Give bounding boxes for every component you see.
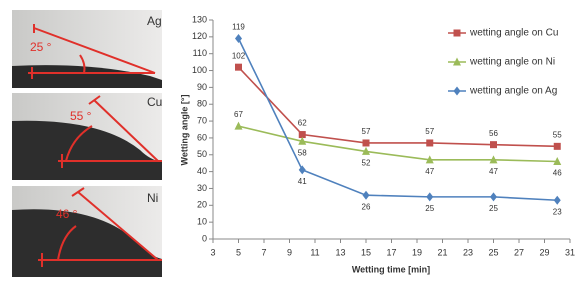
x-tick-label: 3 xyxy=(210,247,215,257)
series-line xyxy=(237,66,558,148)
x-axis-title: Wetting time [min] xyxy=(352,264,430,274)
y-tick-label: 120 xyxy=(192,31,207,41)
legend-label: wetting angle on Ag xyxy=(469,86,557,97)
marker xyxy=(234,121,243,130)
data-label: 119 xyxy=(232,23,245,32)
data-label: 57 xyxy=(425,127,434,136)
x-tick-label: 29 xyxy=(539,247,549,257)
y-tick-label: 0 xyxy=(202,233,207,243)
data-label: 52 xyxy=(362,159,371,168)
marker xyxy=(553,142,561,150)
marker xyxy=(425,155,434,164)
data-label: 47 xyxy=(489,167,498,176)
y-tick-label: 80 xyxy=(197,99,207,109)
x-tick-label: 27 xyxy=(514,247,524,257)
photo-label: Ni xyxy=(147,191,158,205)
y-tick-label: 10 xyxy=(197,217,207,227)
marker xyxy=(489,155,498,164)
photo-label: Ag xyxy=(147,14,162,28)
series-line xyxy=(238,125,558,163)
x-tick-label: 13 xyxy=(335,247,345,257)
marker xyxy=(298,165,306,175)
marker xyxy=(362,190,370,200)
x-tick-label: 19 xyxy=(412,247,422,257)
x-tick-label: 21 xyxy=(437,247,447,257)
x-tick-label: 25 xyxy=(488,247,498,257)
y-tick-label: 20 xyxy=(197,200,207,210)
y-tick-label: 100 xyxy=(192,65,207,75)
data-label: 67 xyxy=(234,110,243,119)
data-label: 26 xyxy=(362,202,371,211)
data-label: 57 xyxy=(362,127,371,136)
marker xyxy=(298,131,306,139)
y-tick-label: 40 xyxy=(197,166,207,176)
marker xyxy=(453,86,461,96)
angle-label: 46 ° xyxy=(56,207,78,221)
marker xyxy=(490,192,497,202)
photo-ag: Ag 25 ° xyxy=(12,10,162,88)
data-label: 25 xyxy=(425,204,434,213)
photo-ni: Ni 46 ° xyxy=(12,186,162,277)
data-label: 58 xyxy=(298,148,307,157)
angle-label: 25 ° xyxy=(30,40,52,54)
y-tick-label: 30 xyxy=(197,183,207,193)
x-tick-label: 31 xyxy=(565,247,575,257)
series-line xyxy=(237,38,558,202)
y-tick-label: 110 xyxy=(193,48,207,58)
photo-cu: Cu 55 ° xyxy=(12,93,162,180)
angle-label: 55 ° xyxy=(70,109,92,123)
data-label: 56 xyxy=(489,129,498,138)
y-tick-label: 70 xyxy=(197,115,207,125)
marker xyxy=(426,192,434,202)
marker xyxy=(453,29,461,37)
legend-label: wetting angle on Cu xyxy=(469,28,558,39)
data-label: 46 xyxy=(553,169,562,178)
y-axis-title: Wetting angle [°] xyxy=(179,95,189,166)
marker xyxy=(553,195,561,205)
data-label: 102 xyxy=(232,51,246,60)
chart: Wetting angle [°] Wetting time [min] 0 10… xyxy=(179,14,575,274)
x-tick-label: 11 xyxy=(310,247,319,257)
y-tick-label: 60 xyxy=(197,132,207,142)
data-label: 47 xyxy=(425,167,434,176)
x-tick-label: 7 xyxy=(261,247,266,257)
legend-label: wetting angle on Ni xyxy=(469,57,555,68)
data-label: 25 xyxy=(489,204,498,213)
data-label: 62 xyxy=(298,119,307,128)
marker xyxy=(235,63,242,71)
marker xyxy=(235,34,242,44)
x-tick-label: 15 xyxy=(361,247,371,257)
x-tick-label: 5 xyxy=(236,247,241,257)
marker xyxy=(453,57,461,66)
marker xyxy=(490,141,497,149)
y-tick-label: 50 xyxy=(197,149,207,159)
marker xyxy=(362,146,370,155)
data-label: 23 xyxy=(553,207,562,216)
marker xyxy=(362,139,370,147)
x-tick-label: 9 xyxy=(287,247,292,257)
x-tick-label: 17 xyxy=(386,247,396,257)
marker xyxy=(426,139,434,147)
y-tick-label: 130 xyxy=(192,14,207,24)
x-tick-label: 23 xyxy=(463,247,473,257)
data-label: 55 xyxy=(553,130,562,139)
y-tick-label: 90 xyxy=(197,82,207,92)
photo-label: Cu xyxy=(147,95,162,109)
marker xyxy=(298,136,307,145)
marker xyxy=(553,157,562,166)
data-label: 41 xyxy=(298,177,307,186)
